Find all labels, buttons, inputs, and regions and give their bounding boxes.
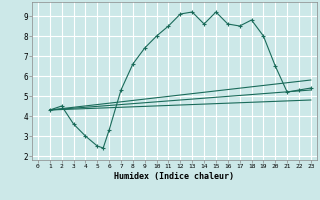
X-axis label: Humidex (Indice chaleur): Humidex (Indice chaleur) bbox=[115, 172, 234, 181]
